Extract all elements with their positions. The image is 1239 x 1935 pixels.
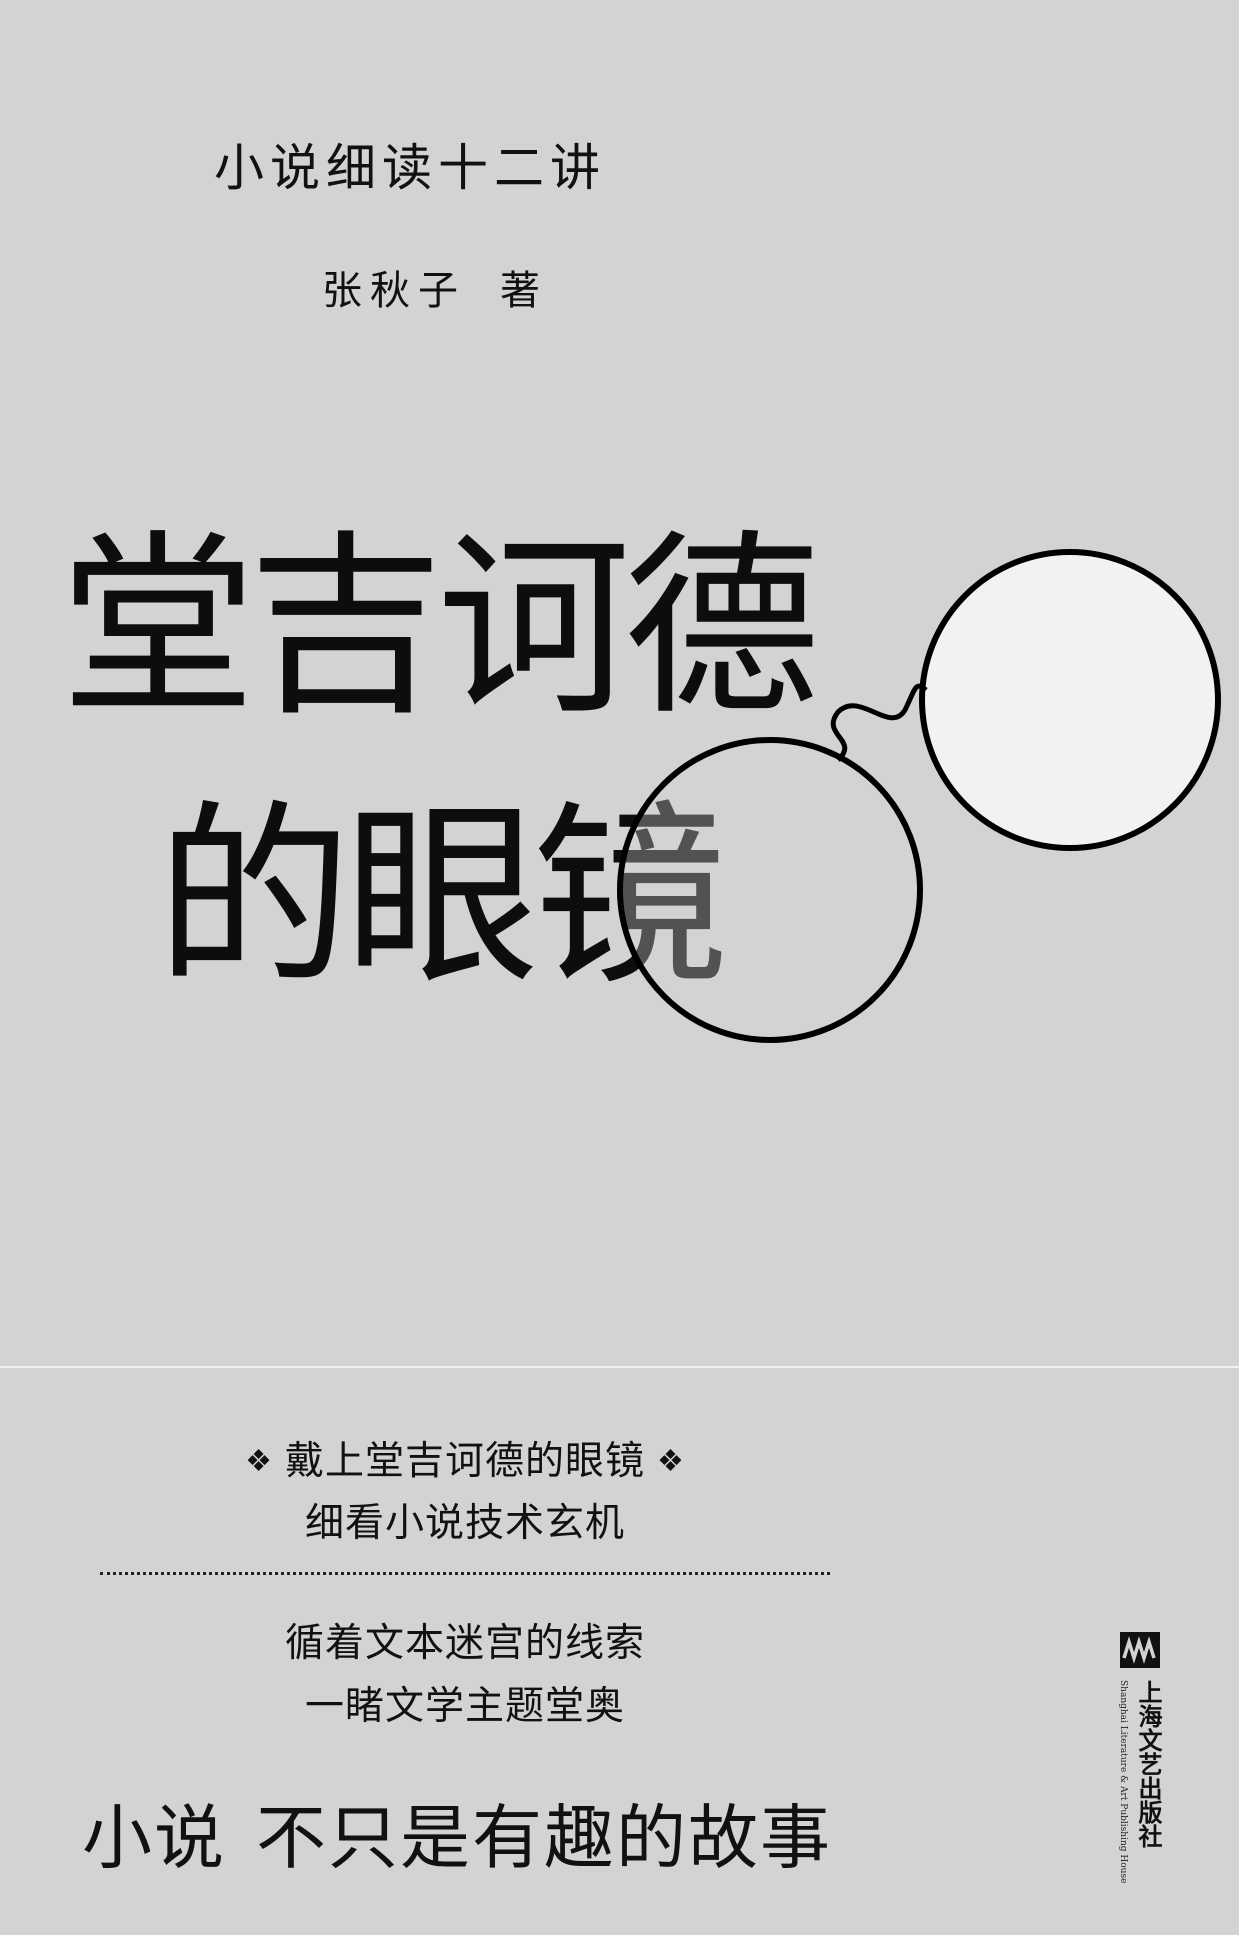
book-title-line-1: 堂吉诃德 (60, 514, 820, 742)
glasses-bridge (830, 683, 928, 762)
author-role: 著 (500, 268, 548, 314)
cover-divider (0, 1366, 1239, 1368)
slogan-part-1: 小说 (82, 1797, 226, 1879)
series-title: 小说细读十二讲 (214, 139, 606, 197)
book-title-line-2: 的眼镜 (156, 784, 728, 1012)
publisher-name-en: Shanghai Literature & Art Publishing Hou… (1118, 1680, 1128, 1884)
author-name: 张秋子 (322, 268, 466, 314)
tagline-2: 细看小说技术玄机 (304, 1501, 625, 1546)
diamond-icon: ❖ (245, 1444, 273, 1479)
slogan-part-2: 不只是有趣的故事 (256, 1797, 832, 1879)
tagline-3: 循着文本迷宫的线索 (284, 1621, 645, 1666)
publisher-mark: Shanghai Literature & Art Publishing Hou… (1118, 1632, 1164, 1883)
tagline-4: 一睹文学主题堂奥 (304, 1684, 625, 1729)
author-line: 张秋子著 (322, 258, 548, 316)
publisher-name-cn: 上海文艺出版社 (1134, 1680, 1163, 1848)
publisher-logo-icon (1120, 1632, 1160, 1668)
tagline-1: ❖ 戴上堂吉诃德的眼镜 ❖ (0, 1430, 930, 1486)
right-lens (919, 549, 1221, 851)
slogan: 小说 不只是有趣的故事 (82, 1782, 832, 1883)
tagline-1-text: 戴上堂吉诃德的眼镜 (284, 1439, 645, 1484)
dotted-separator (100, 1572, 830, 1575)
diamond-icon: ❖ (657, 1444, 685, 1479)
